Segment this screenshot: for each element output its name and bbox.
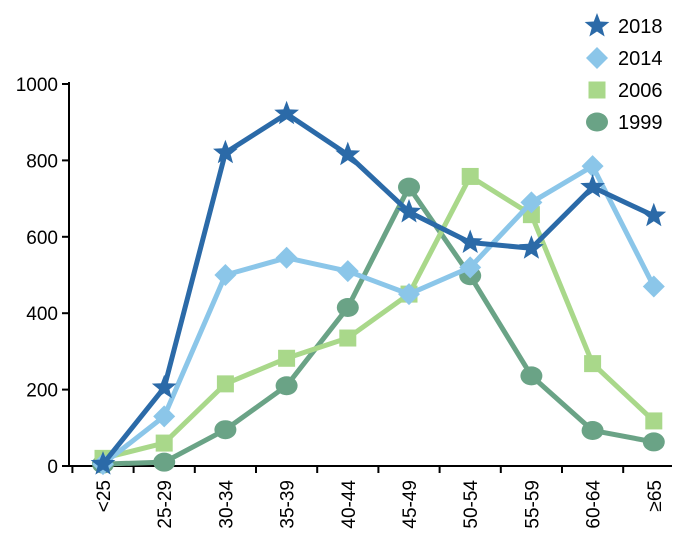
series-line-1999 (100, 184, 657, 467)
series-2018 (90, 100, 667, 475)
legend-item-2014: 2014 (586, 47, 663, 70)
data-point-1999 (398, 177, 420, 197)
y-tick-label: 800 (26, 151, 58, 172)
data-point-1999 (581, 420, 604, 440)
data-point-2014 (520, 191, 543, 214)
data-point-2018 (519, 235, 544, 259)
data-point-2006 (278, 349, 296, 367)
x-tick-label: 35-39 (278, 480, 299, 529)
data-point-2006 (155, 434, 173, 452)
series-line-2006 (100, 173, 657, 461)
legend-item-2006: 2006 (588, 80, 663, 102)
x-tick-label: 60-64 (584, 480, 605, 529)
data-point-2018 (90, 451, 116, 475)
data-point-2018 (396, 198, 422, 223)
legend-marker-2006 (588, 81, 606, 99)
data-point-2006 (584, 355, 602, 373)
data-point-1999 (275, 376, 298, 396)
data-point-2018 (457, 229, 483, 254)
x-tick-label: 25-29 (155, 480, 176, 529)
data-point-2014 (153, 405, 176, 428)
x-tick-label: 55-59 (522, 480, 543, 529)
legend-label: 2006 (618, 80, 663, 102)
y-tick-label: 200 (26, 381, 58, 402)
data-point-2018 (151, 374, 177, 399)
x-tick-label: 50-54 (461, 480, 482, 529)
legend-item-2018: 2018 (584, 13, 663, 38)
legend-item-1999: 1999 (586, 112, 663, 134)
series-layer (90, 100, 667, 476)
legend-label: 2018 (618, 16, 663, 38)
data-point-2014 (275, 246, 298, 269)
data-point-2014 (581, 155, 604, 178)
data-point-2014 (336, 260, 359, 283)
x-tick-label: 40-44 (339, 480, 360, 529)
data-point-1999 (642, 432, 665, 452)
axes: 0 200 400 600 800 1000 <25 25-29 30-34 35-39 40-44… (16, 75, 672, 529)
legend: 2018 2014 2006 1999 (584, 13, 663, 134)
data-point-1999 (153, 452, 176, 472)
y-tick-label: 400 (26, 304, 58, 325)
data-point-2006 (339, 329, 357, 347)
series-line-2014 (100, 163, 657, 467)
data-point-2006 (645, 412, 663, 430)
data-point-2014 (398, 283, 420, 306)
x-tick-label: 45-49 (400, 480, 421, 529)
legend-marker-2018 (584, 13, 610, 37)
data-point-2018 (335, 141, 361, 166)
x-tick-label: ≥65 (645, 480, 666, 512)
data-point-2018 (274, 100, 299, 125)
data-point-2014 (459, 256, 482, 279)
series-2006 (94, 167, 663, 467)
legend-label: 1999 (618, 112, 663, 134)
data-point-1999 (214, 420, 237, 440)
series-line-2018 (100, 111, 657, 467)
data-point-2018 (641, 202, 667, 227)
data-point-2018 (580, 174, 605, 198)
legend-marker-2014 (586, 47, 608, 69)
legend-marker-1999 (586, 112, 608, 132)
data-point-2014 (642, 275, 665, 298)
y-tick-label: 600 (26, 228, 58, 249)
data-point-2006 (216, 375, 234, 393)
data-point-2014 (214, 264, 237, 286)
legend-label: 2014 (618, 48, 663, 70)
data-point-2006 (461, 167, 479, 185)
x-tick-label: <25 (94, 480, 115, 512)
data-point-2018 (213, 139, 238, 164)
data-point-1999 (520, 366, 543, 386)
y-tick-label: 1000 (16, 75, 58, 96)
x-tick-label: 30-34 (216, 480, 237, 529)
data-point-1999 (336, 297, 359, 317)
y-tick-label: 0 (47, 457, 58, 478)
